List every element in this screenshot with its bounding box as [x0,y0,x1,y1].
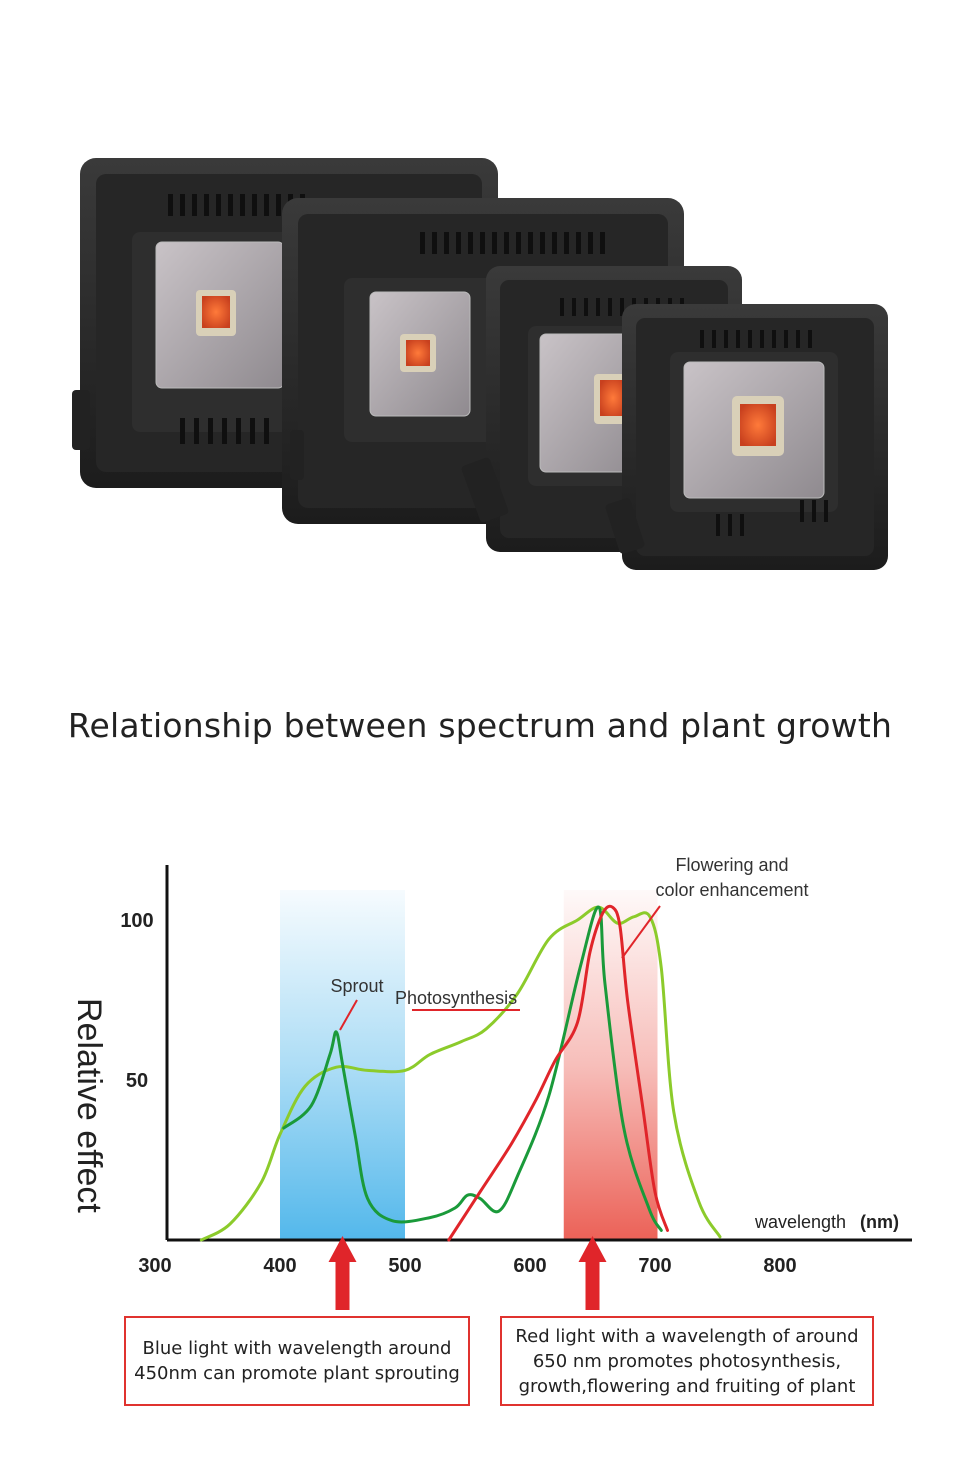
arrow-head [578,1236,607,1262]
x-tick-label: 600 [513,1255,546,1277]
arrow-shaft [335,1260,350,1310]
y-tick-label: 100 [120,910,153,932]
annotation-label: Flowering and [675,855,788,875]
spectrum-chart: 300 400 500 600 700 800 50 100 Sprout Photosynth… [70,855,912,1310]
caption-line: growth,flowering and fruiting of plant [518,1375,856,1397]
red-band [563,890,658,1240]
red-light-caption: Red light with a wavelength of around 65… [500,1316,874,1406]
x-tick-label: 700 [638,1255,671,1277]
caption-line: Blue light with wavelength around [142,1338,452,1359]
red-arrow-icon [328,1236,357,1310]
page-title: Relationship between spectrum and plant … [67,706,893,745]
svg-text:wavelength: wavelength [754,1212,846,1232]
x-tick-label: 500 [388,1255,421,1277]
svg-text:(nm): (nm) [860,1212,899,1232]
product-photo [72,158,888,570]
series-line-flowering-and-color-enhancement [447,904,669,1242]
blue-light-caption: Blue light with wavelength around 450nm … [124,1316,470,1406]
x-tick-label: 300 [138,1255,171,1277]
caption-line: 450nm can promote plant sprouting [134,1363,460,1384]
annotation-label: Photosynthesis [395,988,517,1008]
arrow-shaft [585,1260,600,1310]
annotation-label: color enhancement [655,880,808,900]
annotation-leader [339,999,358,1031]
grow-light-xsmall-icon [605,304,888,570]
x-tick-label: 800 [763,1255,796,1277]
caption-line: Red light with a wavelength of around [515,1325,859,1347]
y-tick-label: 50 [126,1070,148,1092]
x-tick-label: 400 [263,1255,296,1277]
x-axis-label: wavelength (nm) [754,1212,899,1232]
annotation-label: Sprout [330,976,383,996]
series-line-photosynthesis [199,905,722,1242]
y-axis-label: Relative effect [70,998,108,1213]
annotation-leader [621,905,661,959]
red-arrow-icon [578,1236,607,1310]
arrow-head [328,1236,357,1262]
caption-line: 650 nm promotes photosynthesis, [532,1350,842,1372]
